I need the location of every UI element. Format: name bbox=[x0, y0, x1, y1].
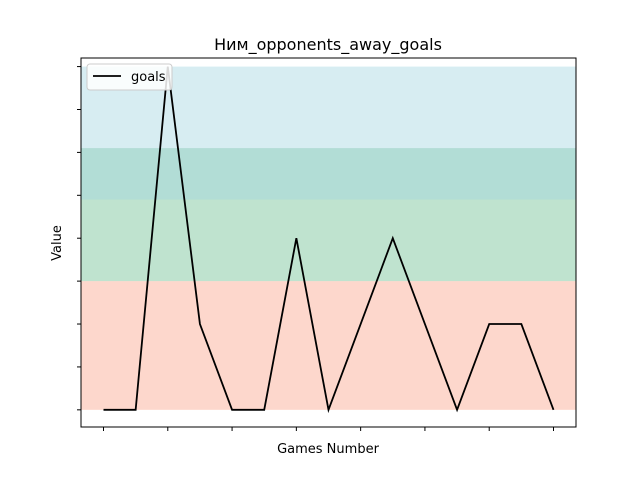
x-ticks bbox=[103, 427, 554, 431]
chart-title: Ним_opponents_away_goals bbox=[214, 35, 442, 55]
x-axis-label: Games Number bbox=[277, 442, 379, 457]
legend: goals bbox=[86, 63, 173, 91]
background-bands bbox=[81, 66, 576, 410]
band-1 bbox=[81, 148, 576, 282]
band-0 bbox=[81, 281, 576, 410]
legend-label-goals: goals bbox=[131, 70, 166, 85]
plot-frame bbox=[80, 57, 577, 428]
y-axis-label: Value bbox=[50, 225, 65, 261]
legend-box bbox=[86, 63, 173, 91]
y-ticks bbox=[77, 66, 81, 411]
